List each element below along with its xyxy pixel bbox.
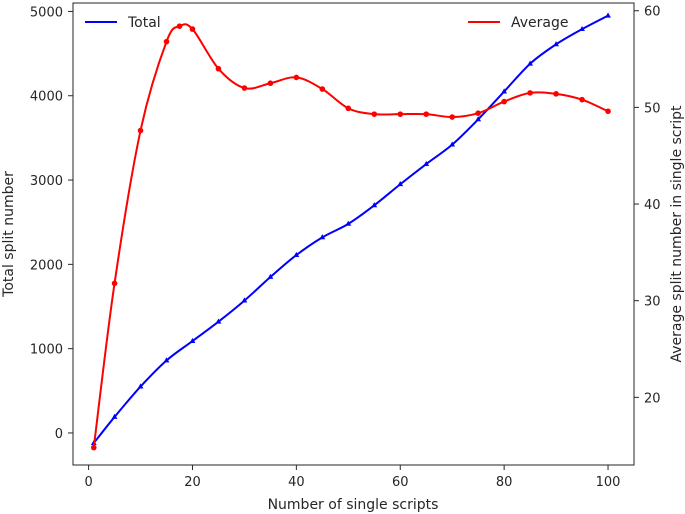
data-point-total xyxy=(475,116,482,122)
y-left-tick-label: 0 xyxy=(55,427,63,442)
y-right-tick-label: 40 xyxy=(644,198,661,213)
data-point-average xyxy=(527,90,533,96)
data-point-total xyxy=(553,41,559,47)
data-point-average xyxy=(423,111,430,117)
data-point-average xyxy=(605,108,611,115)
plot-frame xyxy=(72,2,635,466)
y-axis-right-title: Average split number in single script xyxy=(669,105,685,363)
legend-average-label: Average xyxy=(511,15,569,31)
data-point-total xyxy=(293,251,300,257)
x-tick-label: 0 xyxy=(84,475,92,490)
y-right-tick-label: 60 xyxy=(644,5,661,20)
data-point-average xyxy=(371,111,378,117)
y-left-tick-label: 2000 xyxy=(30,258,63,273)
y-axis-left-title: Total split number xyxy=(1,171,17,298)
data-point-average xyxy=(475,110,481,116)
data-point-total xyxy=(501,88,508,94)
data-point-total xyxy=(449,141,456,147)
series-line-average xyxy=(92,23,609,448)
data-point-total xyxy=(345,220,352,226)
data-point-total xyxy=(605,12,611,18)
data-point-total xyxy=(189,337,196,343)
plot-layer xyxy=(90,12,611,451)
y-right-tick-label: 20 xyxy=(644,391,661,406)
y-left-tick-label: 1000 xyxy=(30,343,63,358)
data-point-average xyxy=(176,23,183,29)
x-tick-label: 100 xyxy=(596,475,621,490)
y-left-tick-label: 4000 xyxy=(30,90,63,105)
data-point-average xyxy=(579,96,585,103)
series-line-total xyxy=(92,14,609,444)
data-point-average xyxy=(345,105,352,112)
data-point-average xyxy=(397,111,404,117)
data-point-average xyxy=(449,114,455,120)
data-point-average xyxy=(319,86,326,92)
y-axis-right: 20 30 40 50 60 xyxy=(634,5,661,406)
x-axis-title: Number of single scripts xyxy=(268,497,439,513)
data-point-total xyxy=(397,181,404,187)
data-point-total xyxy=(163,357,170,363)
data-point-average xyxy=(111,280,118,287)
y-left-tick-label: 5000 xyxy=(30,5,63,20)
legend-average: Average xyxy=(468,15,569,31)
y-right-tick-label: 50 xyxy=(644,101,661,116)
data-point-average xyxy=(241,85,248,91)
y-right-tick-label: 30 xyxy=(644,295,661,310)
x-tick-label: 20 xyxy=(184,475,201,490)
data-point-average xyxy=(137,127,144,134)
data-point-average xyxy=(90,444,97,451)
data-point-total xyxy=(371,202,378,208)
y-left-tick-label: 3000 xyxy=(30,174,63,189)
y-axis-left: 0 1000 2000 3000 4000 5000 xyxy=(30,5,73,442)
data-point-average xyxy=(267,80,274,87)
data-point-total xyxy=(579,25,585,32)
data-point-total xyxy=(267,273,274,279)
data-point-total xyxy=(527,60,533,66)
data-point-average xyxy=(293,74,300,81)
data-point-average xyxy=(189,26,196,32)
legend-total: Total xyxy=(85,15,161,31)
data-point-average xyxy=(501,98,507,105)
x-tick-label: 80 xyxy=(496,475,513,490)
x-tick-label: 40 xyxy=(288,475,305,490)
legend-total-label: Total xyxy=(127,15,161,31)
x-tick-label: 60 xyxy=(392,475,409,490)
data-point-total xyxy=(137,383,144,389)
data-point-total xyxy=(319,234,326,240)
x-axis: 0 20 40 60 80 100 xyxy=(84,465,620,490)
data-point-total xyxy=(215,318,222,324)
data-point-average xyxy=(215,65,222,72)
data-point-total xyxy=(423,160,430,166)
data-point-average xyxy=(553,91,559,97)
data-point-average xyxy=(163,38,170,45)
data-point-total xyxy=(111,413,118,419)
data-point-total xyxy=(241,297,248,303)
